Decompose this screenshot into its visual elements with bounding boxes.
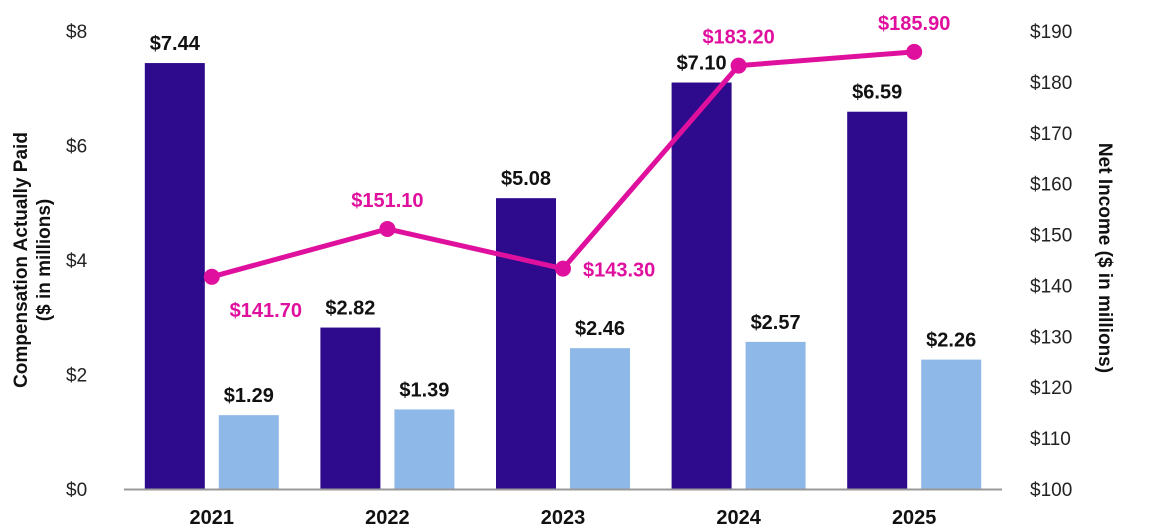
- y-tick-label: $6: [66, 137, 87, 158]
- net-income-label: $141.70: [230, 300, 302, 322]
- y2-tick-label: $150: [1030, 226, 1072, 247]
- bar: [921, 359, 982, 489]
- y2-tick-label: $120: [1030, 378, 1072, 399]
- y-axis-title-line: ($ in millions): [34, 199, 55, 321]
- net-income-label: $143.30: [583, 260, 655, 282]
- bar: [144, 63, 205, 490]
- y-axis-title: Compensation Actually Paid ($ in millions…: [11, 132, 55, 388]
- y2-tick-label: $130: [1030, 327, 1072, 348]
- net-income-point: [730, 57, 747, 74]
- net-income-point: [379, 220, 396, 237]
- y2-tick-label: $110: [1030, 429, 1071, 450]
- bar-value-label: $5.08: [501, 168, 551, 190]
- bar: [320, 327, 381, 489]
- y2-tick-label: $190: [1030, 22, 1072, 43]
- net-income-label: $185.90: [878, 13, 950, 35]
- net-income-line: [211, 49, 915, 280]
- bar: [745, 341, 806, 489]
- bar-value-label: $2.57: [751, 312, 801, 334]
- x-tick-label: 2025: [892, 507, 937, 528]
- bar-value-label: $1.29: [224, 385, 274, 407]
- bar: [847, 111, 908, 489]
- bar: [394, 409, 455, 489]
- y-tick-label: $4: [66, 251, 88, 272]
- x-tick-label: 2023: [541, 507, 586, 528]
- bar-value-label: $2.26: [926, 330, 976, 352]
- y2-tick-label: $140: [1030, 276, 1072, 297]
- y-tick-label: $2: [66, 366, 87, 387]
- bar-value-label: $1.39: [399, 379, 449, 401]
- bar-value-label: $2.82: [325, 298, 375, 320]
- net-income-point: [906, 43, 923, 60]
- y2-tick-label: $170: [1030, 124, 1072, 145]
- x-tick-label: 2021: [190, 507, 235, 528]
- y2-tick-label: $180: [1030, 73, 1072, 94]
- y-tick-label: $0: [66, 480, 87, 501]
- bar: [496, 198, 556, 490]
- x-tick-label: 2022: [365, 507, 410, 528]
- net-income-point: [203, 268, 220, 285]
- net-income-label: $183.20: [702, 27, 774, 49]
- y2-tick-label: $160: [1030, 175, 1072, 196]
- x-tick-label: 2024: [716, 507, 761, 528]
- y-tick-label: $8: [66, 22, 87, 43]
- bar: [671, 82, 732, 490]
- bar-value-label: $7.44: [150, 33, 201, 55]
- bar-value-label: $7.10: [677, 53, 727, 75]
- net-income-label: $151.10: [351, 190, 423, 212]
- bar-value-label: $2.46: [575, 318, 625, 340]
- y2-tick-label: $100: [1030, 480, 1072, 501]
- bar: [570, 348, 630, 489]
- y-axis-title-line: Compensation Actually Paid: [11, 132, 32, 388]
- y2-axis-title: Net Income ($ in millions): [1094, 143, 1115, 373]
- bar: [218, 415, 279, 489]
- net-income-point: [555, 260, 571, 277]
- bar-value-label: $6.59: [852, 82, 902, 104]
